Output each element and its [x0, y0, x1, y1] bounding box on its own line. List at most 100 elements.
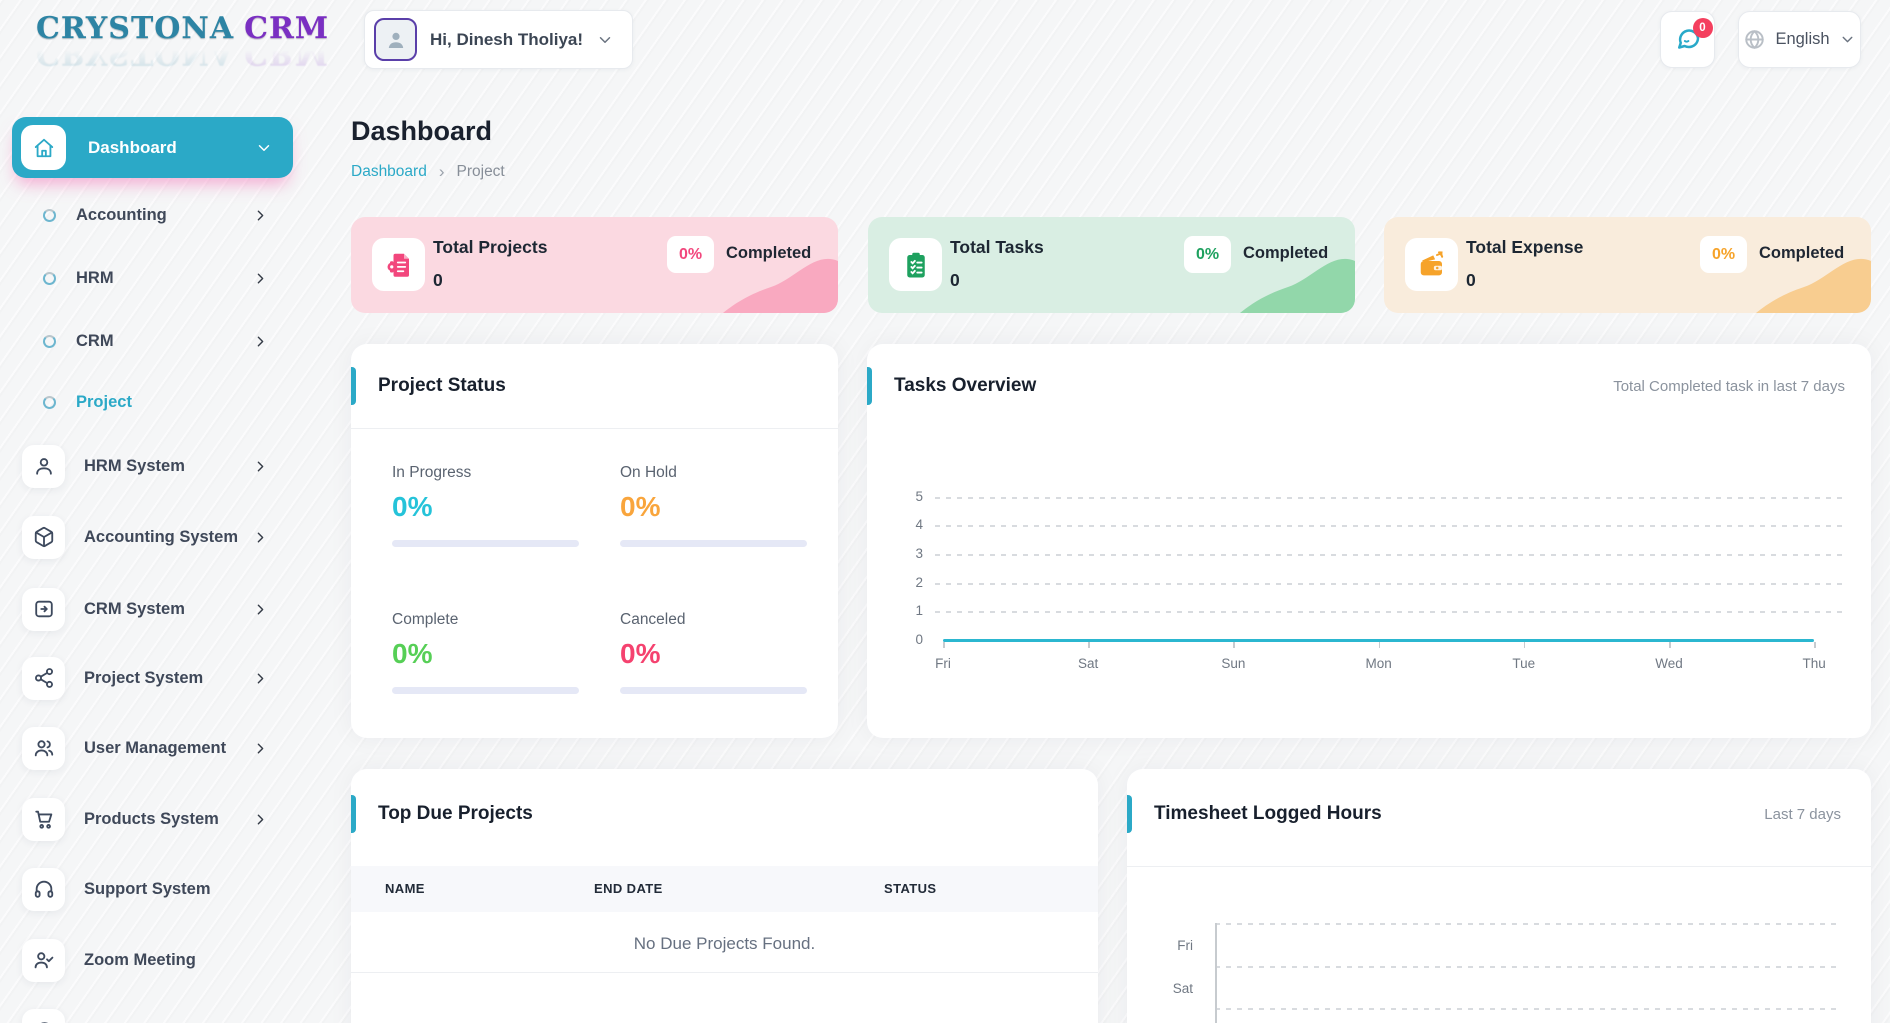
card-wave-decoration [1756, 258, 1871, 313]
summary-card-value: 0 [1466, 270, 1476, 290]
language-value: English [1775, 30, 1830, 48]
top-due-projects-card: Top Due Projects NAME END DATE STATUS No D… [351, 769, 1098, 1023]
chevron-right-icon [252, 458, 269, 475]
summary-card-completed-label: Completed [726, 244, 812, 262]
summary-card-title: Total Expense [1466, 237, 1584, 257]
home-icon [21, 125, 66, 170]
messages-button[interactable]: 0 [1660, 11, 1715, 68]
sidebar-item-label: Zoom Meeting [84, 950, 196, 969]
y-axis-line [1215, 923, 1217, 1023]
x-axis-tick [943, 642, 945, 648]
table-header-row: NAME END DATE STATUS [351, 866, 1098, 912]
breadcrumb-separator: › [438, 162, 445, 181]
gridline [935, 525, 1842, 528]
card-accent-bar [867, 367, 872, 405]
crm-icon [22, 587, 65, 631]
summary-card-total-tasks: Total Tasks 0 0% Completed [868, 217, 1355, 313]
sidebar-item-label: User Management [84, 738, 227, 757]
brand-logo-reflection: CRYSTONA CRM [36, 36, 330, 71]
sidebar-item-label: HRM [76, 268, 114, 287]
y-axis-tick-label: 3 [915, 545, 923, 561]
gridline [1215, 923, 1841, 925]
language-selector[interactable]: English [1738, 11, 1861, 68]
sidebar-item-project[interactable]: Project [12, 378, 293, 426]
brand-logo[interactable]: CRYSTONA CRM CRYSTONA CRM [36, 14, 330, 72]
summary-card-completed-label: Completed [1243, 244, 1329, 262]
timesheet-title: Timesheet Logged Hours [1154, 803, 1382, 824]
x-axis-tick [1669, 642, 1671, 648]
gridline [935, 611, 1842, 614]
status-value: 0% [620, 638, 661, 669]
x-axis-tick-label: Tue [1512, 656, 1536, 671]
card-accent-bar [1127, 795, 1132, 833]
sidebar-item-support-system[interactable]: Support System [12, 861, 293, 917]
chevron-right-icon [252, 670, 269, 687]
message-count-badge: 0 [1692, 17, 1713, 38]
status-progress-track [392, 687, 579, 694]
x-axis-tick-label: Fri [935, 656, 951, 671]
globe-icon [1743, 28, 1766, 51]
table-empty-message: No Due Projects Found. [633, 934, 816, 953]
card-divider [351, 428, 838, 429]
summary-card-title: Total Projects [433, 237, 548, 257]
gridline [935, 496, 1842, 499]
sidebar-item-crm-system[interactable]: CRM System [12, 581, 293, 637]
x-axis-tick [1233, 642, 1235, 648]
sidebar-item-crm[interactable]: CRM [12, 317, 293, 365]
tasks-overview-subtitle: Total Completed task in last 7 days [1613, 378, 1845, 395]
bullet-icon [43, 334, 56, 348]
project-status-card: Project Status In Progress 0% On Hold 0% Com… [351, 344, 838, 738]
x-axis-tick-label: Wed [1655, 656, 1683, 671]
y-axis-tick-label: 2 [915, 574, 923, 590]
chevron-right-icon [252, 270, 269, 287]
status-progress-track [620, 540, 807, 547]
page-title: Dashboard [351, 116, 493, 146]
x-axis-tick [1378, 642, 1381, 648]
sidebar-item-accounting[interactable]: Accounting [12, 191, 293, 239]
user-icon [22, 444, 65, 488]
card-accent-bar [351, 795, 356, 833]
user-avatar [374, 18, 417, 61]
card-wave-decoration [1240, 258, 1355, 313]
summary-card-value: 0 [433, 270, 443, 290]
brand-name-secondary: CRM [244, 11, 330, 46]
chevron-right-icon [252, 207, 269, 224]
sidebar-item-label: Messenger [84, 1021, 293, 1023]
summary-card-completed-label: Completed [1759, 244, 1845, 262]
breadcrumb: Dashboard › Project [351, 162, 505, 182]
sidebar-item-project-system[interactable]: Project System [12, 650, 293, 706]
sidebar-item-hrm[interactable]: HRM [12, 254, 293, 302]
card-accent-bar [351, 367, 356, 405]
chevron-right-icon [252, 811, 269, 828]
status-label-canceled: Canceled [620, 611, 686, 628]
sidebar-item-hrm-system[interactable]: HRM System [12, 438, 293, 494]
sidebar-item-products-system[interactable]: Products System [12, 791, 293, 847]
user-menu-button[interactable]: Hi, Dinesh Tholiya! [364, 10, 634, 69]
person-icon [384, 28, 408, 52]
x-axis-tick-label: Sat [1078, 656, 1099, 671]
share-icon [22, 656, 65, 700]
status-value: 0% [392, 491, 433, 522]
project-status-title: Project Status [378, 375, 506, 396]
bullet-icon [43, 271, 56, 285]
summary-card-percent: 0% [1700, 236, 1747, 273]
sidebar-item-zoom-meeting[interactable]: Zoom Meeting [12, 932, 293, 988]
y-axis-tick-label: 5 [915, 488, 923, 504]
tasks-completed-line-series [943, 639, 1815, 642]
sidebar-item-user-management[interactable]: User Management [12, 720, 293, 776]
chevron-down-icon [255, 139, 273, 157]
sidebar-item-messenger[interactable]: Messenger [12, 1002, 293, 1023]
sidebar-item-accounting-system[interactable]: Accounting System [12, 509, 293, 565]
sidebar-item-dashboard[interactable]: Dashboard [12, 117, 293, 178]
table-column-header-end-date: END DATE [594, 881, 663, 896]
timesheet-card: Timesheet Logged Hours Last 7 days Fri Sa… [1127, 769, 1871, 1023]
breadcrumb-link-dashboard[interactable]: Dashboard [351, 163, 427, 180]
projects-icon [372, 238, 425, 291]
status-progress-track [620, 687, 807, 694]
tasks-overview-card: Tasks Overview Total Completed task in l… [867, 344, 1871, 738]
summary-card-total-projects: Total Projects 0 0% Completed [351, 217, 838, 313]
chevron-down-icon [1839, 31, 1856, 48]
brand-logo-text: CRYSTONA CRM [36, 14, 329, 44]
summary-card-value: 0 [950, 270, 960, 290]
status-value: 0% [392, 638, 433, 669]
